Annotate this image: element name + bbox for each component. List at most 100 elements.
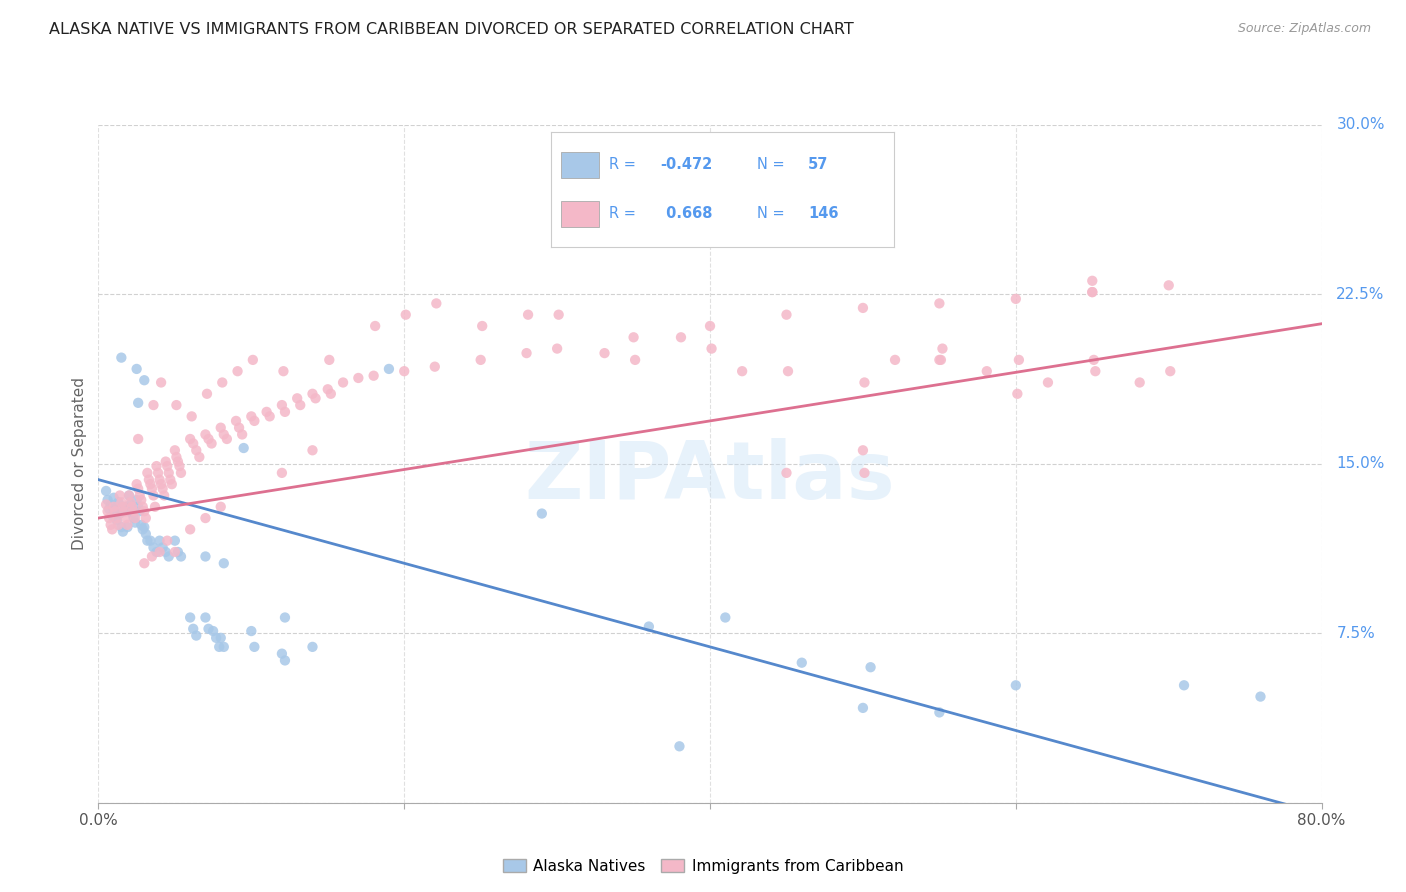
Point xyxy=(127,482,149,496)
Point xyxy=(117,520,139,534)
Point xyxy=(243,640,266,654)
Point xyxy=(142,541,165,555)
Point xyxy=(180,409,202,424)
Point xyxy=(212,556,235,570)
Point xyxy=(928,296,950,310)
Point xyxy=(146,466,169,480)
Point xyxy=(156,459,179,474)
Point xyxy=(232,441,254,455)
Point xyxy=(208,640,231,654)
Point xyxy=(423,359,446,374)
Point xyxy=(225,414,247,428)
Point xyxy=(104,507,127,521)
Text: 22.5%: 22.5% xyxy=(1336,287,1385,301)
Point xyxy=(107,495,129,509)
Point xyxy=(332,376,354,390)
Point xyxy=(149,473,172,487)
Point xyxy=(530,507,553,521)
Text: ALASKA NATIVE VS IMMIGRANTS FROM CARIBBEAN DIVORCED OR SEPARATED CORRELATION CHA: ALASKA NATIVE VS IMMIGRANTS FROM CARIBBE… xyxy=(49,22,853,37)
Point xyxy=(111,500,134,514)
Point xyxy=(197,432,219,446)
Point xyxy=(364,318,387,333)
Point xyxy=(195,386,218,401)
Point xyxy=(471,318,494,333)
Point xyxy=(141,549,163,564)
Point xyxy=(128,488,150,502)
Point xyxy=(122,511,145,525)
Point xyxy=(1081,285,1104,299)
Point xyxy=(202,624,225,638)
Point xyxy=(179,610,201,624)
Point xyxy=(215,432,238,446)
Point xyxy=(163,443,186,458)
Point xyxy=(290,398,312,412)
Point xyxy=(228,420,250,434)
Point xyxy=(121,507,143,521)
Point xyxy=(852,701,875,715)
Point xyxy=(884,352,907,367)
Point xyxy=(145,545,167,559)
Point xyxy=(132,500,155,514)
Point xyxy=(98,502,121,516)
Point xyxy=(209,420,232,434)
Legend: Alaska Natives, Immigrants from Caribbean: Alaska Natives, Immigrants from Caribbea… xyxy=(496,853,910,880)
Point xyxy=(976,364,998,378)
Point xyxy=(103,500,125,514)
Point xyxy=(316,382,339,396)
Point xyxy=(135,527,157,541)
Point xyxy=(122,504,145,518)
Point xyxy=(181,622,204,636)
Point xyxy=(859,660,882,674)
Point xyxy=(240,624,263,638)
Point xyxy=(100,517,122,532)
Point xyxy=(115,504,138,518)
Point xyxy=(194,549,217,564)
Point xyxy=(139,533,162,548)
Point xyxy=(853,466,876,480)
Point xyxy=(142,398,165,412)
Point xyxy=(160,477,183,491)
Point xyxy=(470,352,492,367)
Point xyxy=(108,488,131,502)
Point xyxy=(270,398,292,412)
Point xyxy=(105,513,128,527)
Point xyxy=(138,473,160,487)
Point xyxy=(143,500,166,514)
Point xyxy=(392,364,416,378)
Point xyxy=(1004,292,1026,306)
Point xyxy=(194,511,217,525)
Point xyxy=(775,466,797,480)
Text: Source: ZipAtlas.com: Source: ZipAtlas.com xyxy=(1237,22,1371,36)
Point xyxy=(928,706,950,720)
Point xyxy=(546,186,568,200)
Point xyxy=(118,488,141,502)
Point xyxy=(139,477,162,491)
Point xyxy=(242,352,264,367)
Y-axis label: Divorced or Separated: Divorced or Separated xyxy=(72,377,87,550)
Point xyxy=(127,432,149,446)
Point xyxy=(546,342,568,356)
Point xyxy=(188,450,211,464)
Point xyxy=(108,507,131,521)
Point xyxy=(97,493,120,508)
Point xyxy=(135,511,157,525)
Point xyxy=(165,450,187,464)
Point xyxy=(150,376,173,390)
Point xyxy=(363,368,385,383)
Point xyxy=(274,653,297,667)
Point xyxy=(1249,690,1271,704)
Point xyxy=(852,301,875,315)
Point xyxy=(167,545,190,559)
Point xyxy=(97,504,120,518)
Point xyxy=(170,466,193,480)
Point xyxy=(134,373,156,387)
Point xyxy=(112,500,135,514)
Point xyxy=(637,619,661,633)
Point xyxy=(209,500,232,514)
Point xyxy=(226,364,249,378)
Point xyxy=(112,504,135,518)
Point xyxy=(731,364,754,378)
Point xyxy=(124,516,146,530)
Point xyxy=(125,477,148,491)
Point xyxy=(155,454,177,468)
